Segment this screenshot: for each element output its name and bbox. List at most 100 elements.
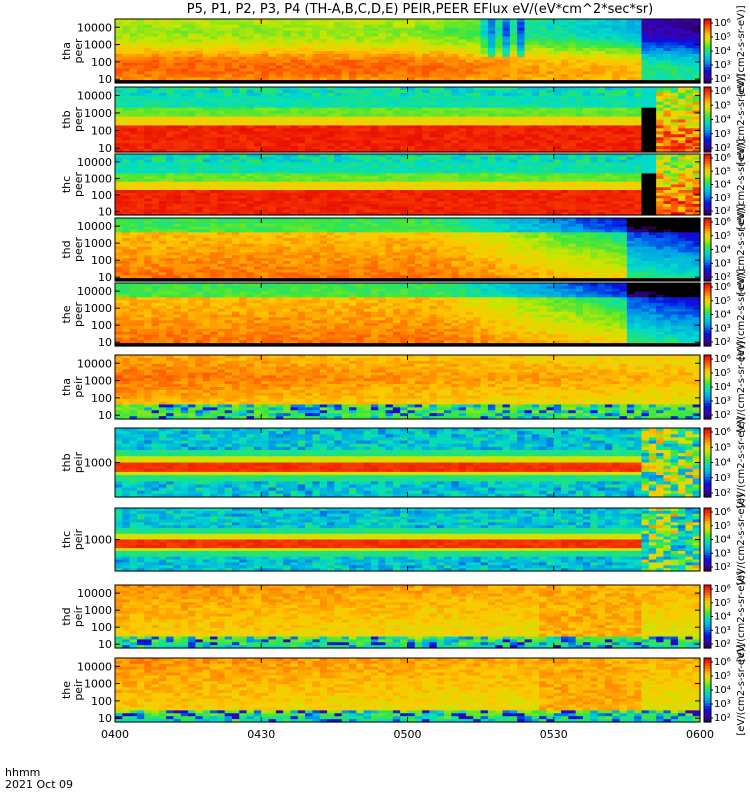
panel-tha-peir: 10 100 1000 10000 tha peir 10² 10³ 10⁴ 10⁵ 10⁶ [eV/… xyxy=(60,341,747,432)
panel-label-probe: the xyxy=(60,305,73,323)
colorbar-tick-label: 10⁴ xyxy=(714,612,731,623)
panel-label-probe: thc xyxy=(60,176,73,193)
panel-label-instrument: peer xyxy=(72,237,85,263)
y-tick-label: 1000 xyxy=(84,237,112,250)
panel-label-probe: tha xyxy=(60,42,73,60)
colorbar-tick-label: 10² xyxy=(714,410,731,421)
y-tick-label: 100 xyxy=(91,695,112,708)
colorbar-tick-label: 10³ xyxy=(714,129,731,140)
heatmap-the-peir xyxy=(115,658,701,723)
colorbar-tick-label: 10³ xyxy=(714,193,731,204)
colorbar-tick-label: 10⁵ xyxy=(714,671,731,682)
colorbar-tick-label: 10⁵ xyxy=(714,231,731,242)
heatmap-thb-peir xyxy=(115,428,701,498)
colorbar: 10² 10³ 10⁴ 10⁵ 10⁶ [eV/(cm2-s-sr-eV)] xyxy=(703,204,747,295)
colorbar-tick-label: 10² xyxy=(714,562,731,573)
colorbar-tick-label: 10⁴ xyxy=(714,115,731,126)
colorbar-tick-label: 10³ xyxy=(714,699,731,710)
colorbar-tick-label: 10³ xyxy=(714,625,731,636)
y-tick-label: 1000 xyxy=(84,107,112,120)
colorbar-tick-label: 10⁶ xyxy=(714,217,731,228)
colorbar-tick-label: 10⁴ xyxy=(714,458,731,469)
y-tick-label: 1000 xyxy=(84,39,112,52)
colorbar: 10² 10³ 10⁴ 10⁵ 10⁶ [eV/(cm2-s-sr-eV)] xyxy=(703,417,747,508)
colorbar-title: [eV/(cm2-s-sr-eV)] xyxy=(736,417,747,508)
colorbar-tick-label: 10⁵ xyxy=(714,296,731,307)
colorbar-title: [eV/(cm2-s-sr-eV)] xyxy=(736,644,747,735)
panel-label-instrument: peir xyxy=(72,451,85,473)
panel-label-probe: thd xyxy=(60,607,73,625)
colorbar-title: [eV/(cm2-s-sr-eV)] xyxy=(736,5,747,96)
colorbar-title: [eV/(cm2-s-sr-eV)] xyxy=(736,494,747,585)
y-tick-label: 10 xyxy=(98,409,112,422)
x-tick-label: 0400 xyxy=(101,728,129,741)
heatmap-the-peer xyxy=(115,283,701,347)
x-tick-label: 0500 xyxy=(394,728,422,741)
y-tick-label: 100 xyxy=(91,392,112,405)
colorbar-tick-label: 10⁴ xyxy=(714,310,731,321)
panel-label-instrument: peir xyxy=(72,376,85,398)
panel-thc-peir: 1000 thc peir 10² 10³ 10⁴ 10⁵ 10⁶ [eV/(cm2-s-sr-… xyxy=(60,494,747,585)
y-tick-label: 1000 xyxy=(84,534,112,547)
y-tick-label: 100 xyxy=(91,56,112,69)
colorbar-tick-label: 10³ xyxy=(714,473,731,484)
y-tick-label: 10 xyxy=(98,638,112,651)
x-tick-label: 0430 xyxy=(247,728,275,741)
panel-thb-peir: 1000 thb peir 10² 10³ 10⁴ 10⁵ 10⁶ [eV/(cm2-s-sr-… xyxy=(60,417,747,508)
panel-label-instrument: peer xyxy=(72,172,85,198)
y-tick-label: 10 xyxy=(98,142,112,155)
colorbar-tick-label: 10² xyxy=(714,488,731,499)
panel-label-probe: the xyxy=(60,681,73,699)
colorbar-tick-label: 10³ xyxy=(714,396,731,407)
colorbar: 10² 10³ 10⁴ 10⁵ 10⁶ [eV/(cm2-s-sr-eV)] xyxy=(703,139,747,230)
y-tick-label: 100 xyxy=(91,254,112,267)
colorbar-tick-label: 10² xyxy=(714,74,731,85)
colorbar-tick-label: 10⁶ xyxy=(714,86,731,97)
y-tick-label: 1000 xyxy=(84,678,112,691)
chart-title: P5, P1, P2, P3, P4 (TH-A,B,C,D,E) PEIR,P… xyxy=(187,2,653,17)
panel-thc-peer: 10 100 1000 10000 thc peer 10² 10³ 10⁴ 10⁵ 10⁶ [eV/… xyxy=(60,139,747,230)
colorbar-tick-label: 10⁵ xyxy=(714,100,731,111)
colorbar-tick-label: 10⁵ xyxy=(714,166,731,177)
y-tick-label: 10000 xyxy=(77,156,112,169)
y-tick-label: 10 xyxy=(98,205,112,218)
colorbar-tick-label: 10⁶ xyxy=(714,282,731,293)
y-tick-label: 10000 xyxy=(77,21,112,34)
panel-label-probe: tha xyxy=(60,378,73,396)
colorbar-tick-label: 10⁵ xyxy=(714,442,731,453)
colorbar-tick-label: 10⁶ xyxy=(714,427,731,438)
y-tick-label: 10000 xyxy=(77,220,112,233)
colorbar-tick-label: 10⁴ xyxy=(714,46,731,57)
colorbar: 10² 10³ 10⁴ 10⁵ 10⁶ [eV/(cm2-s-sr-eV)] xyxy=(703,5,747,97)
colorbar-tick-label: 10³ xyxy=(714,60,731,71)
colorbar: 10² 10³ 10⁴ 10⁵ 10⁶ [eV/(cm2-s-sr-eV)] xyxy=(703,571,747,662)
heatmap-thd-peir xyxy=(115,585,701,649)
y-tick-label: 10000 xyxy=(77,285,112,298)
y-tick-label: 100 xyxy=(91,189,112,202)
colorbar-tick-label: 10⁴ xyxy=(714,382,731,393)
panel-tha-peer: 10 100 1000 10000 tha peer 10² 10³ 10⁴ 10⁵ 10⁶ [eV/… xyxy=(60,5,747,96)
panel-label-probe: thb xyxy=(60,453,73,471)
colorbar-title: [eV/(cm2-s-sr-eV)] xyxy=(736,139,747,230)
heatmap-thd-peer xyxy=(115,218,701,282)
y-tick-label: 100 xyxy=(91,125,112,138)
y-tick-label: 10000 xyxy=(77,357,112,370)
heatmap-thb-peer xyxy=(115,87,701,153)
colorbar-tick-label: 10⁵ xyxy=(714,521,731,532)
y-tick-label: 10000 xyxy=(77,660,112,673)
colorbar: 10² 10³ 10⁴ 10⁵ 10⁶ [eV/(cm2-s-sr-eV)] xyxy=(703,644,747,736)
y-tick-label: 1000 xyxy=(84,375,112,388)
colorbar-tick-label: 10⁴ xyxy=(714,180,731,191)
date-label: 2021 Oct 09 xyxy=(5,778,73,791)
y-tick-label: 100 xyxy=(91,621,112,634)
colorbar: 10² 10³ 10⁴ 10⁵ 10⁶ [eV/(cm2-s-sr-eV)] xyxy=(703,341,747,433)
colorbar-tick-label: 10² xyxy=(714,639,731,650)
colorbar-tick-label: 10² xyxy=(714,713,731,724)
colorbar-tick-label: 10⁶ xyxy=(714,18,731,29)
colorbar: 10² 10³ 10⁴ 10⁵ 10⁶ [eV/(cm2-s-sr-eV)] xyxy=(703,269,747,360)
colorbar-tick-label: 10³ xyxy=(714,258,731,269)
panel-label-probe: thc xyxy=(60,531,73,548)
colorbar-tick-label: 10⁶ xyxy=(714,507,731,518)
colorbar-tick-label: 10⁴ xyxy=(714,535,731,546)
